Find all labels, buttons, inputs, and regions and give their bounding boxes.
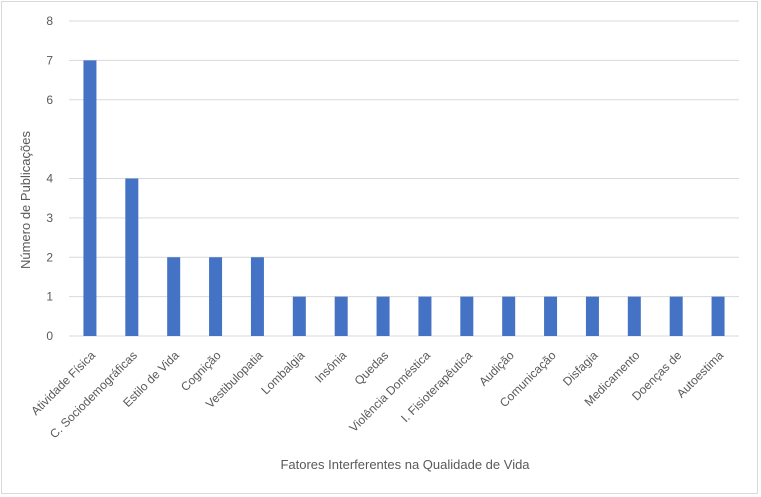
x-tick-label: Insônia [312, 348, 349, 385]
y-tick-label: 3 [46, 211, 53, 225]
y-tick-label: 4 [46, 172, 53, 186]
bar [627, 296, 641, 336]
x-tick-label: Violência Doméstica [346, 348, 433, 435]
x-tick-label: Lombalgia [258, 348, 307, 397]
x-tick-label: I. Fisioterapêutica [398, 348, 475, 425]
y-tick-label: 6 [46, 93, 53, 107]
y-tick-label: 0 [46, 329, 53, 343]
bar [544, 296, 558, 336]
y-tick-label: 8 [46, 14, 53, 28]
bar [711, 296, 725, 336]
bar [460, 296, 474, 336]
y-axis-ticks: 0 1 2 3 4 6 7 8 [46, 14, 53, 343]
bar [418, 296, 432, 336]
bar [376, 296, 390, 336]
bar [334, 296, 348, 336]
bar [209, 257, 223, 336]
gridlines [69, 20, 739, 337]
y-tick-label: 7 [46, 53, 53, 67]
bar [669, 296, 683, 336]
bar [83, 60, 97, 336]
bar [585, 296, 599, 336]
x-axis-title: Fatores Interferentes na Qualidade de Vi… [280, 457, 530, 472]
x-tick-label: Quedas [352, 348, 392, 388]
x-tick-label: Disfagia [560, 348, 601, 389]
bar [125, 178, 139, 336]
bar [167, 257, 181, 336]
y-tick-label: 2 [46, 250, 53, 264]
y-tick-label: 1 [46, 290, 53, 304]
y-axis-title: Número de Publicações [18, 130, 33, 269]
x-tick-label: Audição [476, 348, 517, 389]
bars [83, 60, 725, 336]
bar [250, 257, 264, 336]
bar [292, 296, 306, 336]
bar [502, 296, 516, 336]
